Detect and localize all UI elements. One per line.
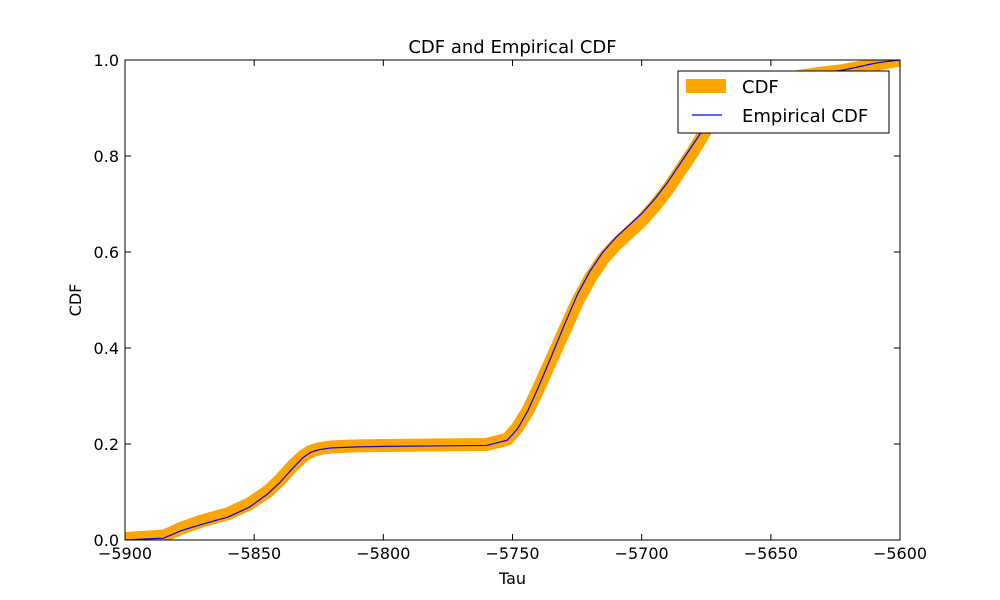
x-tick-label: −5650 <box>744 544 798 563</box>
x-tick-label: −5850 <box>227 544 281 563</box>
plot-frame <box>124 59 901 541</box>
legend: CDF Empirical CDF <box>677 70 890 134</box>
y-axis-label: CDF <box>66 284 85 317</box>
y-tick-label: 0.4 <box>94 339 119 358</box>
x-tick-label: −5600 <box>873 544 927 563</box>
x-tick-label: −5900 <box>98 544 152 563</box>
y-tick-label: 0.8 <box>94 147 119 166</box>
y-tick-label: 0.6 <box>94 243 119 262</box>
y-tick-label: 0.2 <box>94 435 119 454</box>
x-tick-label: −5700 <box>615 544 669 563</box>
legend-label-cdf: CDF <box>742 77 779 98</box>
y-tick-label: 0.0 <box>94 531 119 550</box>
axis-ticks: −5900 −5850 −5800 −5750 −5700 −5650 −5600 0.0 0.… <box>94 51 928 563</box>
legend-swatch-cdf <box>686 79 726 93</box>
x-tick-label: −5800 <box>356 544 410 563</box>
chart-title: CDF and Empirical CDF <box>408 37 616 58</box>
legend-label-empirical-cdf: Empirical CDF <box>742 106 868 127</box>
y-tick-label: 1.0 <box>94 51 119 70</box>
x-tick-label: −5750 <box>485 544 539 563</box>
x-axis-label: Tau <box>498 569 526 588</box>
